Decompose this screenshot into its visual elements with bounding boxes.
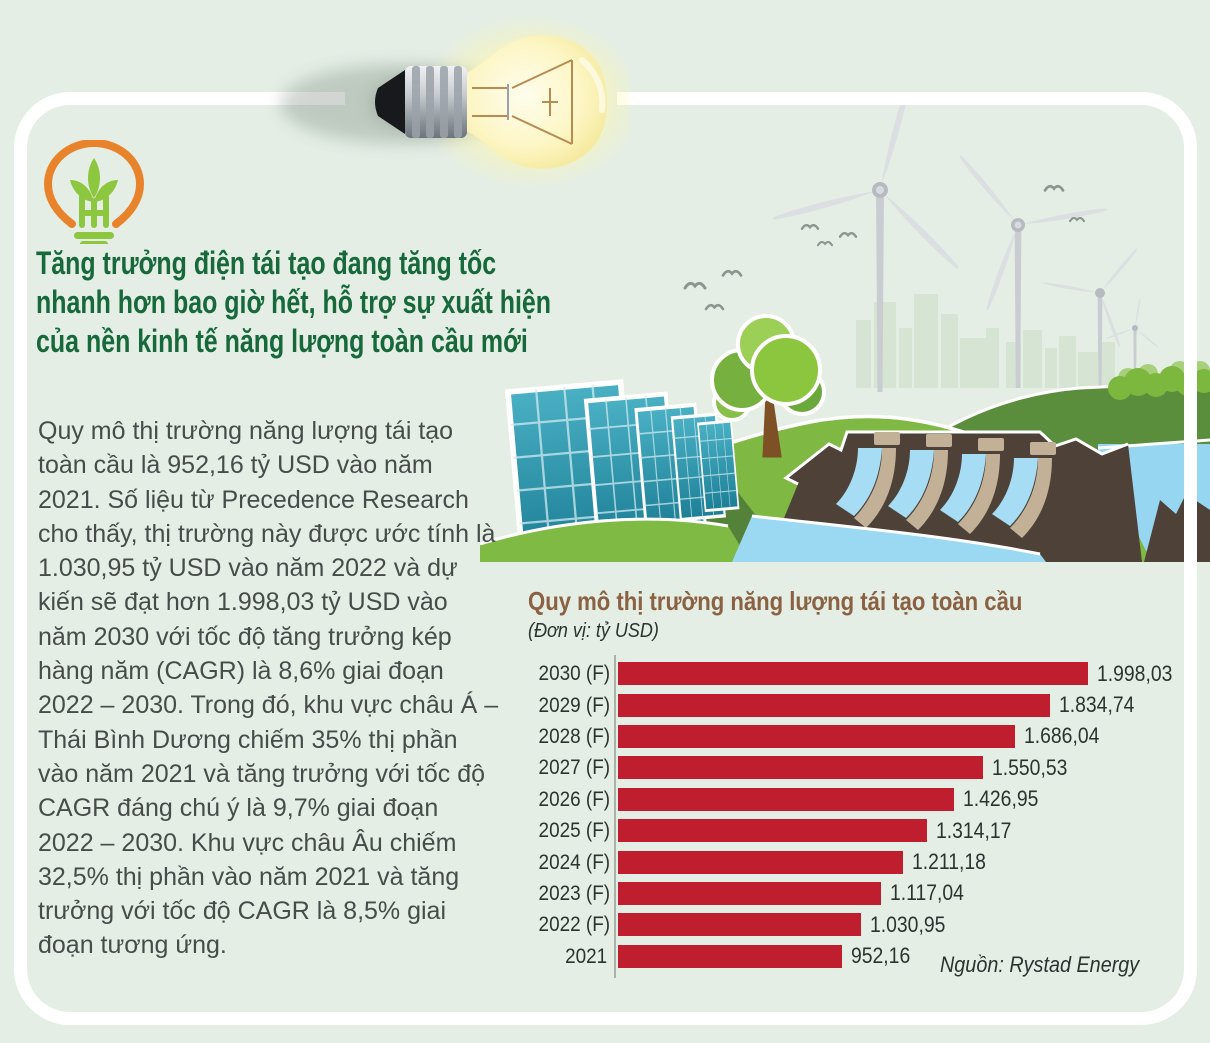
bar-value-label: 1.998,03 xyxy=(1097,660,1173,686)
heading-line: nhanh hơn bao giờ hết, hỗ trợ sự xuất hi… xyxy=(36,284,552,320)
bulb-contact-tip xyxy=(375,70,405,134)
wind-turbine xyxy=(1042,247,1139,390)
chart-row: 2025 (F) 1.314,17 xyxy=(528,815,1188,846)
wind-turbine xyxy=(957,153,1108,388)
city-skyline xyxy=(856,294,1115,388)
bar-year-label: 2027 (F) xyxy=(538,755,611,780)
bar-value-label: 1.211,18 xyxy=(912,849,986,875)
bar-value-label: 1.117,04 xyxy=(889,880,964,906)
bar xyxy=(618,913,861,937)
river xyxy=(732,516,1046,562)
bar xyxy=(618,724,1015,748)
bar-track: 1.314,17 xyxy=(616,815,1188,846)
bar xyxy=(618,693,1050,717)
front-grass xyxy=(480,519,750,562)
bar-value-label: 1.550,53 xyxy=(991,754,1068,780)
bar-track: 1.117,04 xyxy=(616,878,1188,909)
eco-bulb-icon xyxy=(43,140,145,244)
bar-track: 1.211,18 xyxy=(616,846,1188,877)
bar-value-label: 952,16 xyxy=(851,943,911,969)
bar-value-label: 1.426,95 xyxy=(962,786,1039,812)
bulb-glass xyxy=(456,35,607,169)
bar xyxy=(618,787,954,811)
bar-track: 1.998,03 xyxy=(616,658,1188,689)
bulb-filament xyxy=(472,59,573,145)
light-bulb-illustration xyxy=(280,14,630,188)
bar-year-label: 2024 (F) xyxy=(538,849,611,874)
bar xyxy=(618,881,881,905)
bar-track: 1.426,95 xyxy=(616,784,1188,815)
bar-year-label: 2023 (F) xyxy=(538,880,611,905)
chart-row: 2030 (F) 1.998,03 xyxy=(528,658,1188,689)
bar xyxy=(618,944,843,968)
chart-axis xyxy=(614,655,616,978)
heading-line: của nền kinh tế năng lượng toàn cầu mới xyxy=(36,323,528,359)
chart-row: 2028 (F) 1.686,04 xyxy=(528,721,1188,752)
bar xyxy=(618,819,928,843)
bar-year-label: 2021 xyxy=(565,943,608,968)
heading-line: Tăng trưởng điện tái tạo đang tăng tốc xyxy=(36,245,497,281)
renewable-energy-illustration xyxy=(480,92,1210,562)
bar-chart: 2030 (F) 1.998,03 2029 (F) 1.834,74 2028 (F)… xyxy=(528,655,1188,978)
bar-year-label: 2028 (F) xyxy=(538,723,611,748)
chart-title: Quy mô thị trường năng lượng tái tạo toà… xyxy=(528,586,1023,616)
bar-year-label: 2030 (F) xyxy=(538,661,611,686)
bar-year-label: 2029 (F) xyxy=(538,692,611,717)
chart-unit-note: (Đơn vị: tỷ USD) xyxy=(528,620,659,642)
bar-track: 1.030,95 xyxy=(616,909,1188,940)
chart-row: 2021 952,16 xyxy=(528,941,1188,972)
bar-year-label: 2025 (F) xyxy=(538,818,611,843)
chart-source: Nguồn: Rystad Energy xyxy=(940,952,1140,977)
sprout xyxy=(70,158,118,244)
bar-value-label: 1.030,95 xyxy=(869,911,946,937)
bar xyxy=(618,662,1089,686)
bar-track: 1.686,04 xyxy=(616,721,1188,752)
tree xyxy=(710,314,826,458)
chart-row: 2022 (F) 1.030,95 xyxy=(528,909,1188,940)
bushes xyxy=(1108,361,1210,400)
bar-track: 952,16 xyxy=(616,941,1188,972)
chart-row: 2027 (F) 1.550,53 xyxy=(528,752,1188,783)
chart-row: 2029 (F) 1.834,74 xyxy=(528,689,1188,720)
body-paragraph: Quy mô thị trường năng lượng tái tạo toà… xyxy=(38,417,499,960)
bar-track: 1.834,74 xyxy=(616,689,1188,720)
bulb-outline xyxy=(43,140,145,228)
bar-track: 1.550,53 xyxy=(616,752,1188,783)
wind-turbine xyxy=(771,92,961,392)
bar-year-label: 2026 (F) xyxy=(538,786,611,811)
bar-year-label: 2022 (F) xyxy=(538,912,611,937)
chart-row: 2024 (F) 1.211,18 xyxy=(528,846,1188,877)
chart-row: 2026 (F) 1.426,95 xyxy=(528,784,1188,815)
bar-value-label: 1.686,04 xyxy=(1023,723,1100,749)
market-size-chart: Quy mô thị trường năng lượng tái tạo toà… xyxy=(528,586,1193,1006)
bar xyxy=(618,850,904,874)
bulb-screw-base xyxy=(405,66,467,138)
chart-row: 2023 (F) 1.117,04 xyxy=(528,878,1188,909)
page-title: Tăng trưởng điện tái tạo đang tăng tốc n… xyxy=(36,244,582,361)
bar-value-label: 1.834,74 xyxy=(1058,692,1135,718)
bar-value-label: 1.314,17 xyxy=(936,817,1012,843)
bar xyxy=(618,756,983,780)
